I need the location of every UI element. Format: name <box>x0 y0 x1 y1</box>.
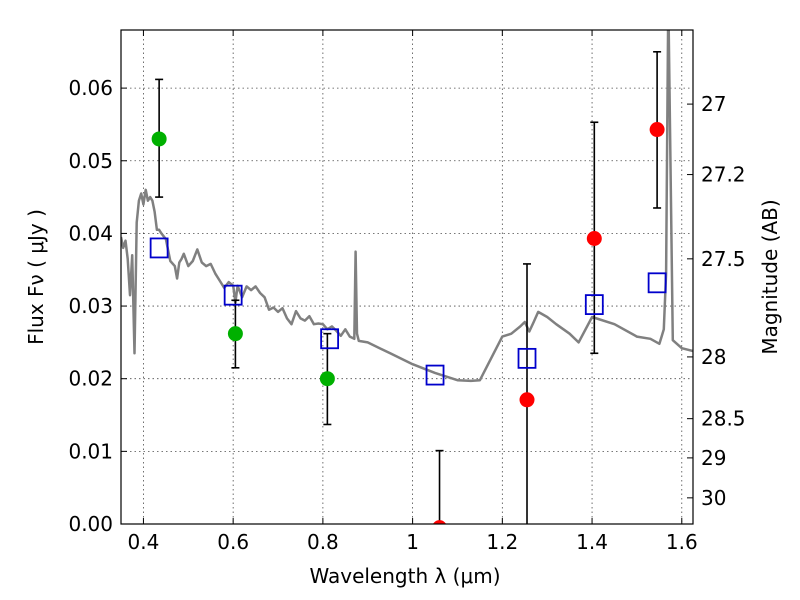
model-band-point <box>425 364 445 386</box>
y-tick-label: 0.01 <box>68 439 113 463</box>
infrared-data-point <box>519 392 535 408</box>
optical-data-point <box>227 326 243 342</box>
right-tick-label: 27 <box>701 92 726 116</box>
y-tick-label: 0.02 <box>68 367 113 391</box>
model-band-point <box>320 328 340 350</box>
x-tick-label: 1.4 <box>576 530 608 554</box>
plot-frame <box>120 29 694 525</box>
model-band-point <box>223 284 243 306</box>
infrared-data-point <box>649 122 665 138</box>
x-axis-label: Wavelength λ (μm) <box>309 564 500 588</box>
right-axis-label: Magnitude (AB) <box>758 199 782 354</box>
y-tick-label: 0.06 <box>68 76 113 100</box>
axes: 0.4 0.6 0.8 1 1.2 1.4 1.6 0.00 0.01 0.02 0.03 0.04 0… <box>68 30 746 554</box>
right-tick-label: 28 <box>701 345 726 369</box>
x-tick-label: 0.8 <box>307 530 339 554</box>
x-tick-label: 0.6 <box>217 530 249 554</box>
optical-data-point <box>151 131 167 147</box>
right-tick-label: 30 <box>701 486 726 510</box>
right-tick-label: 29 <box>701 446 726 470</box>
y-tick-label: 0.03 <box>68 294 113 318</box>
x-tick-label: 0.4 <box>128 530 160 554</box>
plot-area <box>121 30 693 524</box>
model-band-point <box>517 347 537 369</box>
x-tick-label: 1.2 <box>486 530 518 554</box>
right-tick-label: 27.5 <box>701 247 746 271</box>
model-spectrum-line <box>121 30 693 383</box>
right-tick-label: 28.5 <box>701 407 746 431</box>
infrared-data-point <box>432 520 447 524</box>
y-axis-label: Flux Fν ( μJy ) <box>24 209 48 345</box>
x-tick-label: 1.6 <box>666 530 698 554</box>
grid <box>121 30 693 525</box>
y-tick-label: 0.05 <box>68 149 113 173</box>
optical-data-point <box>319 371 335 387</box>
infrared-data-point <box>586 230 602 246</box>
y-tick-label: 0.04 <box>68 221 113 245</box>
model-band-point <box>584 294 604 316</box>
x-tick-label: 1 <box>406 530 419 554</box>
model-band-point <box>149 237 169 259</box>
model-band-point <box>647 272 667 294</box>
right-tick-label: 27.2 <box>701 163 746 187</box>
y-tick-label: 0.00 <box>68 512 113 536</box>
